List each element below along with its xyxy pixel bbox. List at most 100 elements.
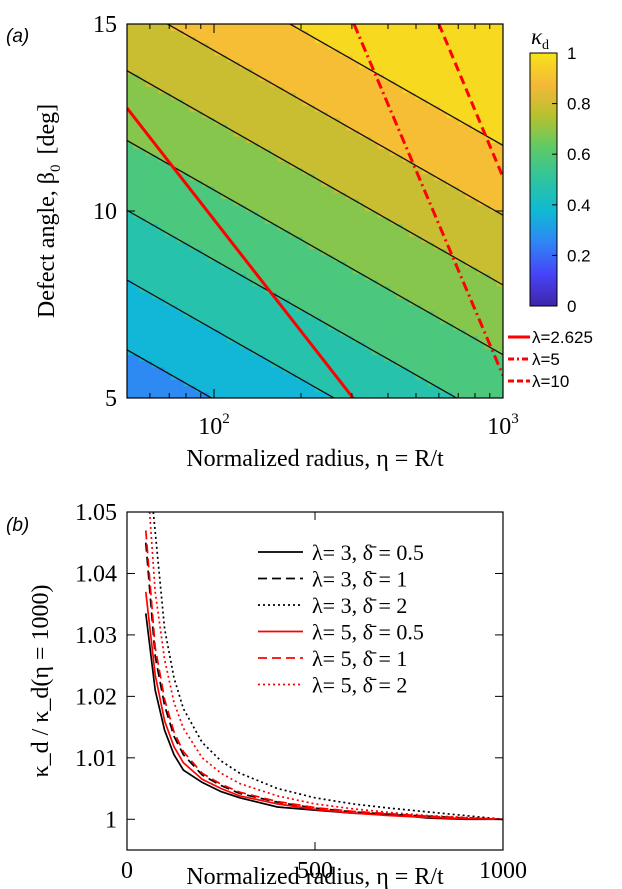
field-cell — [308, 192, 316, 200]
field-cell — [177, 86, 184, 94]
field-cell — [390, 211, 398, 218]
field-cell — [333, 360, 341, 368]
field-cell — [202, 316, 210, 324]
field-cell — [377, 267, 385, 274]
field-cell — [352, 48, 360, 56]
field-cell — [308, 154, 316, 162]
field-cell — [158, 279, 166, 287]
field-cell — [396, 391, 404, 398]
field-cell — [145, 316, 153, 324]
field-cell — [440, 36, 448, 44]
field-cell — [127, 366, 134, 374]
field-cell — [465, 98, 473, 106]
field-cell — [371, 335, 379, 343]
field-cell — [195, 192, 203, 200]
field-cell — [139, 260, 147, 268]
field-cell — [183, 36, 191, 44]
field-cell — [152, 292, 159, 299]
field-cell — [183, 298, 191, 306]
field-cell — [477, 298, 485, 306]
field-cell — [214, 354, 222, 362]
field-cell — [302, 136, 310, 144]
field-cell — [164, 129, 172, 137]
field-cell — [321, 298, 329, 306]
field-cell — [139, 385, 147, 393]
field-cell — [158, 292, 166, 299]
field-cell — [233, 55, 241, 62]
field-cell — [371, 179, 379, 187]
field-cell — [183, 217, 191, 225]
field-cell — [371, 98, 379, 106]
field-cell — [227, 341, 235, 349]
field-cell — [477, 273, 485, 281]
field-cell — [145, 385, 153, 393]
field-cell — [246, 298, 253, 306]
field-cell — [289, 248, 297, 256]
field-cell — [158, 136, 166, 144]
field-cell — [340, 248, 347, 256]
field-cell — [246, 61, 253, 69]
field-cell — [133, 229, 141, 237]
field-cell — [390, 30, 398, 38]
field-cell — [239, 385, 247, 393]
field-cell — [277, 279, 285, 287]
field-cell — [264, 229, 272, 237]
field-cell — [127, 92, 134, 100]
field-cell — [214, 30, 222, 38]
field-cell — [452, 148, 460, 156]
field-cell — [484, 161, 492, 168]
field-cell — [283, 129, 291, 137]
field-cell — [208, 273, 216, 281]
field-cell — [440, 273, 448, 281]
field-cell — [139, 229, 147, 237]
field-cell — [258, 354, 266, 362]
field-cell — [277, 80, 285, 87]
field-cell — [177, 55, 184, 62]
field-cell — [459, 229, 466, 237]
field-cell — [352, 373, 360, 380]
field-cell — [440, 217, 448, 225]
field-cell — [289, 86, 297, 94]
field-cell — [434, 192, 441, 200]
field-cell — [145, 167, 153, 175]
lambda-lines — [127, 24, 503, 398]
field-cell — [302, 198, 310, 206]
field-cell — [296, 61, 304, 69]
field-cell — [377, 148, 385, 156]
field-cell — [390, 391, 398, 398]
field-cell — [490, 348, 498, 355]
field-cell — [271, 211, 278, 218]
field-cell — [409, 298, 416, 306]
field-cell — [152, 123, 159, 131]
field-cell — [315, 67, 322, 75]
field-cell — [133, 136, 141, 144]
field-cell — [383, 360, 391, 368]
field-cell — [346, 204, 354, 212]
field-cell — [177, 298, 184, 306]
field-cell — [233, 105, 241, 112]
field-cell — [446, 198, 454, 206]
field-cell — [434, 366, 441, 374]
field-cell — [145, 211, 153, 218]
field-cell — [396, 30, 404, 38]
field-cell — [195, 379, 203, 387]
field-cell — [258, 248, 266, 256]
field-cell — [402, 329, 410, 337]
field-cell — [315, 192, 322, 200]
field-cell — [227, 80, 235, 87]
field-cell — [277, 186, 285, 193]
field-cell — [421, 254, 429, 262]
field-cell — [277, 273, 285, 281]
field-cell — [289, 285, 297, 293]
field-cell — [252, 42, 260, 50]
field-cell — [302, 341, 310, 349]
field-cell — [315, 354, 322, 362]
field-cell — [377, 373, 385, 380]
field-cell — [277, 148, 285, 156]
field-cell — [365, 373, 372, 380]
field-cell — [446, 341, 454, 349]
field-cell — [283, 154, 291, 162]
field-cell — [214, 24, 222, 31]
field-cell — [315, 42, 322, 50]
field-cell — [484, 192, 492, 200]
